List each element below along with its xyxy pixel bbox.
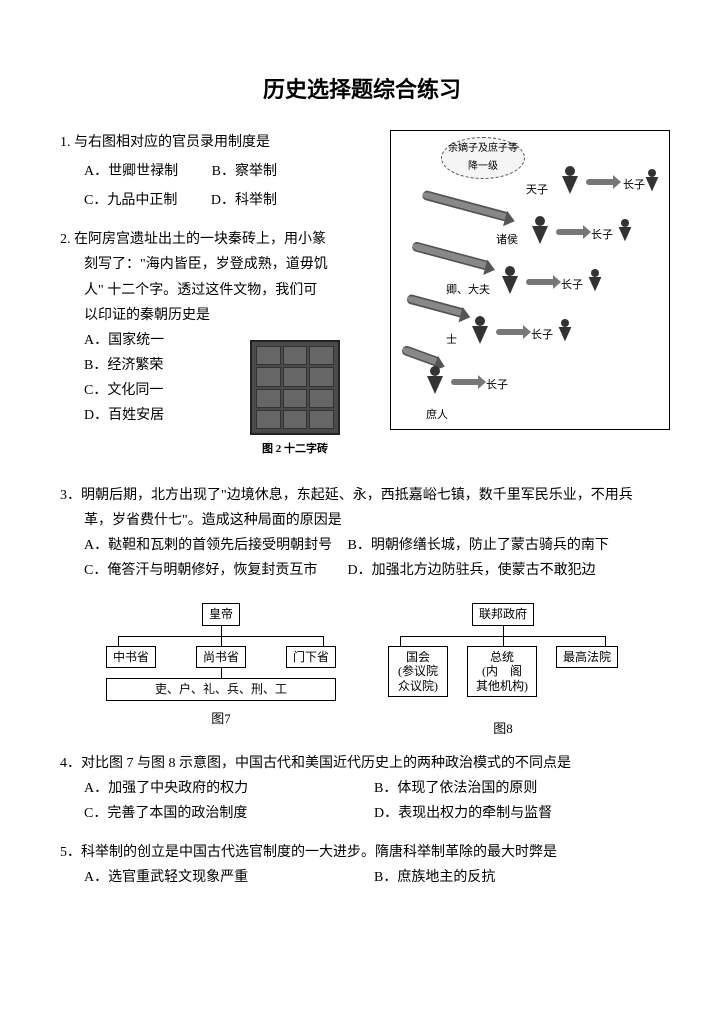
- q1-opt-a: A．世卿世禄制: [84, 159, 178, 184]
- zhuhou-label: 诸侯: [496, 231, 518, 251]
- question-1: 1. 与右图相对应的官员录用制度是 A．世卿世禄制 B．察举制 C．九品中正制 …: [60, 130, 370, 214]
- q4-opt-b: B．体现了依法治国的原则: [374, 776, 664, 801]
- q3-opt-d: D．加强北方边防驻兵，使蒙古不敢犯边: [348, 563, 596, 578]
- q1-opt-b: B．察举制: [212, 159, 277, 184]
- heir-icon: [558, 319, 572, 343]
- qingdafu-label: 卿、大夫: [446, 281, 490, 301]
- q2-line3: 人" 十二个字。透过这件文物，我们可: [60, 278, 370, 303]
- chart8-b2: 总统 (内 阁 其他机构): [467, 646, 537, 697]
- q4-stem: 4．对比图 7 与图 8 示意图，中国古代和美国近代历史上的两种政治模式的不同点…: [60, 751, 664, 776]
- chart8-b1-l2: (参议院: [398, 664, 438, 678]
- chart-7: 皇帝 中书省 尚书省 门下省 吏、户、礼、兵、刑、工 图7: [106, 603, 336, 740]
- chart7-bottom: 吏、户、礼、兵、刑、工: [106, 678, 336, 700]
- q1-opt-c: C．九品中正制: [84, 188, 177, 213]
- q3-opt-a: A．鞑靼和瓦剌的首领先后接受明朝封号: [84, 533, 344, 558]
- shuren-label: 庶人: [426, 406, 448, 426]
- question-4: 4．对比图 7 与图 8 示意图，中国古代和美国近代历史上的两种政治模式的不同点…: [60, 751, 664, 827]
- arrow-icon: [496, 329, 526, 335]
- q4-opt-d: D．表现出权力的牵制与监督: [374, 801, 664, 826]
- seal-caption: 图 2 十二字砖: [250, 440, 340, 460]
- shi-label: 士: [446, 331, 457, 351]
- q4-opt-a: A．加强了中央政府的权力: [84, 776, 374, 801]
- chart8-b1: 国会 (参议院 众议院): [388, 646, 448, 697]
- chart8-b2-l1: 总统: [490, 650, 514, 664]
- arrow-icon: [421, 190, 511, 223]
- qingdafu-icon: [501, 266, 519, 296]
- q3-opt-b: B．明朝修缮长城，防止了蒙古骑兵的南下: [348, 538, 609, 553]
- arrow-icon: [586, 179, 616, 185]
- question-5: 5．科举制的创立是中国古代选官制度的一大进步。隋唐科举制革除的最大时弊是 A．选…: [60, 840, 664, 890]
- chart7-b2: 尚书省: [196, 646, 246, 668]
- connector-icon: [118, 636, 324, 646]
- q1-opt-d: D．科举制: [211, 188, 277, 213]
- chart8-b3: 最高法院: [556, 646, 618, 668]
- shuren-icon: [426, 366, 444, 396]
- q2-line1: 2. 在阿房宫遗址出土的一块秦砖上，用小篆: [60, 227, 370, 252]
- chart8-top: 联邦政府: [472, 603, 534, 625]
- q2-line2: 刻写了："海内皆臣，岁登成熟，道毋饥: [60, 252, 370, 277]
- question-3: 3．明朝后期，北方出现了"边境休息，东起延、永，西抵嘉峪七镇，数千里军民乐业，不…: [60, 483, 664, 584]
- hier-bubble-text: 余嫡子及庶子等 降一级: [448, 140, 518, 176]
- tianzi-label: 天子: [526, 181, 548, 201]
- q2-line4: 以印证的秦朝历史是: [60, 303, 370, 328]
- hierarchy-diagram: 余嫡子及庶子等 降一级 天子 长子 诸侯 长子 卿、大夫 长子 士 长子 长子 …: [390, 130, 670, 430]
- q5-stem: 5．科举制的创立是中国古代选官制度的一大进步。隋唐科举制革除的最大时弊是: [60, 840, 664, 865]
- chart-8: 联邦政府 国会 (参议院 众议院) 总统 (内 阁 其他机构) 最高法院 图8: [388, 603, 618, 740]
- hier-top-bubble: 余嫡子及庶子等 降一级: [441, 137, 525, 179]
- zhangzi-3: 长子: [561, 276, 583, 296]
- arrow-icon: [451, 379, 481, 385]
- zhangzi-4: 长子: [531, 326, 553, 346]
- zhuhou-icon: [531, 216, 549, 246]
- arrow-icon: [400, 344, 441, 367]
- chart8-b2-l3: 其他机构): [476, 679, 528, 693]
- heir-icon: [645, 169, 659, 193]
- heir-icon: [588, 269, 602, 293]
- arrow-icon: [411, 241, 491, 271]
- seal-image: [250, 340, 340, 435]
- chart7-caption: 图7: [106, 707, 336, 730]
- chart8-b1-l3: 众议院): [398, 679, 438, 693]
- charts-row: 皇帝 中书省 尚书省 门下省 吏、户、礼、兵、刑、工 图7 联邦政府 国会 (参…: [80, 603, 644, 740]
- connector-icon: [221, 626, 222, 636]
- arrow-icon: [526, 279, 556, 285]
- q1-stem: 1. 与右图相对应的官员录用制度是: [60, 130, 370, 155]
- chart8-b2-l2: (内 阁: [482, 664, 522, 678]
- page-title: 历史选择题综合练习: [60, 70, 664, 110]
- q5-opt-a: A．选官重武轻文现象严重: [84, 865, 374, 890]
- heir-icon: [618, 219, 632, 243]
- q4-opt-c: C．完善了本国的政治制度: [84, 801, 374, 826]
- chart7-b3: 门下省: [286, 646, 336, 668]
- shi-icon: [471, 316, 489, 346]
- q5-opt-b: B．庶族地主的反抗: [374, 865, 664, 890]
- connector-icon: [503, 626, 504, 636]
- chart7-top: 皇帝: [202, 603, 240, 625]
- q3-opt-c: C．俺答汗与明朝修好，恢复封贡互市: [84, 558, 344, 583]
- chart8-caption: 图8: [388, 717, 618, 740]
- tianzi-icon: [561, 166, 579, 196]
- zhangzi-2: 长子: [591, 226, 613, 246]
- arrow-icon: [556, 229, 586, 235]
- zhangzi-1: 长子: [623, 176, 645, 196]
- connector-icon: [400, 636, 606, 646]
- chart8-b1-l1: 国会: [406, 650, 430, 664]
- zhangzi-5: 长子: [486, 376, 508, 396]
- connector-icon: [221, 668, 222, 678]
- chart7-b1: 中书省: [106, 646, 156, 668]
- q3-stem2: 革，岁省费什七"。造成这种局面的原因是: [60, 508, 664, 533]
- q3-stem1: 3．明朝后期，北方出现了"边境休息，东起延、永，西抵嘉峪七镇，数千里军民乐业，不…: [60, 483, 664, 508]
